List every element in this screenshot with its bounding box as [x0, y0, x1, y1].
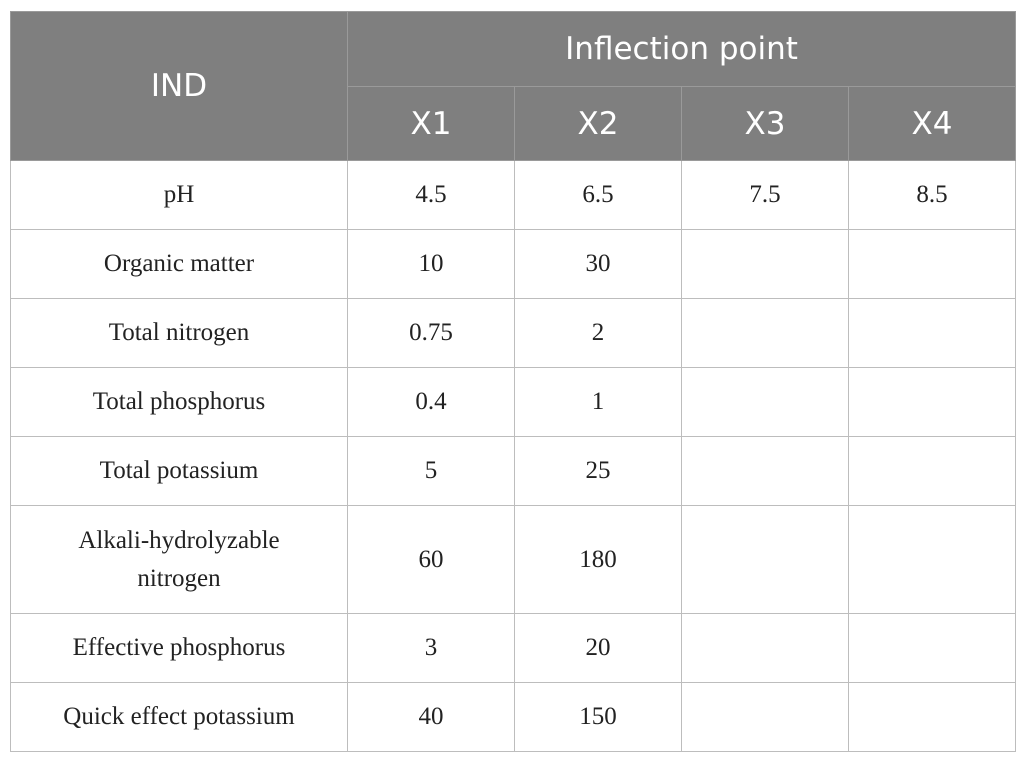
cell-x3 — [681, 505, 849, 614]
header-subrow: X1 X2 X3 X4 — [11, 86, 1017, 161]
cell-x4 — [847, 505, 1017, 614]
row-label: Total phosphorus — [10, 367, 348, 437]
table-header: IND Inflection point X1 X2 X3 X4 — [10, 11, 1017, 161]
cell-x2: 1 — [514, 367, 682, 437]
cell-x3: 7.5 — [681, 160, 849, 230]
row-label: Effective phosphorus — [10, 613, 348, 683]
table-row: pH 4.5 6.5 7.5 8.5 — [10, 160, 1017, 230]
cell-x1: 4.5 — [347, 160, 515, 230]
cell-x3 — [681, 682, 849, 752]
cell-x1: 0.75 — [347, 298, 515, 368]
inflection-point-table: IND Inflection point X1 X2 X3 X4 pH 4.5 … — [10, 11, 1017, 752]
cell-x3 — [681, 367, 849, 437]
cell-x2: 30 — [514, 229, 682, 299]
header-x3: X3 — [681, 86, 849, 161]
table-row: Total potassium 5 25 — [10, 436, 1017, 506]
cell-x4 — [847, 367, 1017, 437]
table-row: Total phosphorus 0.4 1 — [10, 367, 1017, 437]
table-row: Total nitrogen 0.75 2 — [10, 298, 1017, 368]
cell-x3 — [681, 229, 849, 299]
table-body: pH 4.5 6.5 7.5 8.5 Organic matter 10 30 … — [10, 160, 1017, 752]
cell-x3 — [681, 436, 849, 506]
cell-x4 — [847, 436, 1017, 506]
cell-x3 — [681, 613, 849, 683]
cell-x1: 60 — [347, 505, 515, 614]
cell-x4 — [847, 682, 1017, 752]
cell-x2: 20 — [514, 613, 682, 683]
row-label: Quick effect potassium — [10, 682, 348, 752]
row-label: Organic matter — [10, 229, 348, 299]
cell-x4 — [847, 229, 1017, 299]
cell-x1: 5 — [347, 436, 515, 506]
header-x4: X4 — [847, 86, 1017, 161]
table-row: Alkali-hydrolyzable nitrogen 60 180 — [10, 505, 1017, 614]
row-label: Total nitrogen — [10, 298, 348, 368]
cell-x2: 150 — [514, 682, 682, 752]
cell-x2: 2 — [514, 298, 682, 368]
header-row: IND Inflection point — [10, 11, 1017, 161]
row-label: Alkali-hydrolyzable nitrogen — [10, 505, 348, 614]
table-row: Effective phosphorus 3 20 — [10, 613, 1017, 683]
cell-x1: 0.4 — [347, 367, 515, 437]
cell-x1: 40 — [347, 682, 515, 752]
cell-x2: 180 — [514, 505, 682, 614]
cell-x1: 3 — [347, 613, 515, 683]
table-row: Organic matter 10 30 — [10, 229, 1017, 299]
cell-x1: 10 — [347, 229, 515, 299]
row-label: pH — [10, 160, 348, 230]
cell-x4: 8.5 — [847, 160, 1017, 230]
cell-x2: 25 — [514, 436, 682, 506]
header-ind: IND — [10, 11, 348, 161]
header-inflection-point: Inflection point — [346, 11, 1017, 87]
header-x1: X1 — [347, 86, 515, 161]
cell-x4 — [847, 613, 1017, 683]
header-x2: X2 — [514, 86, 682, 161]
cell-x3 — [681, 298, 849, 368]
cell-x4 — [847, 298, 1017, 368]
row-label: Total potassium — [10, 436, 348, 506]
cell-x2: 6.5 — [514, 160, 682, 230]
table-row: Quick effect potassium 40 150 — [10, 682, 1017, 752]
